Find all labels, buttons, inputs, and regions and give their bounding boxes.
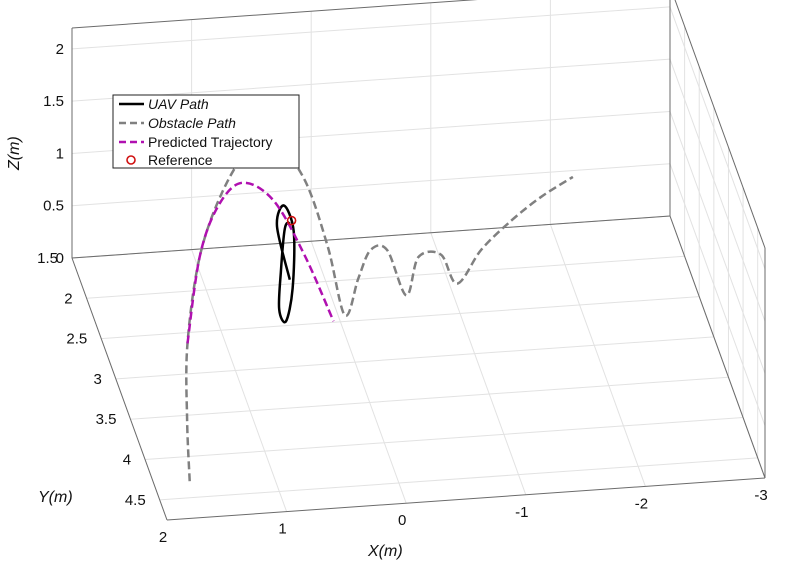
z-tick-label-3: 1.5 [43,93,64,110]
y-tick-label-3: 3 [94,371,102,388]
edge-floor-left [71,257,168,521]
series-point-reference-0 [286,215,297,226]
floor-grid-y-1 [86,255,685,299]
back-grid-z-3 [71,58,671,102]
legend-label-reference: Reference [148,152,213,168]
floor-grid-x-3 [430,232,527,495]
floor-grid-x-2 [310,241,407,504]
edge-back-bottom [71,215,671,259]
floor-grid-y-4 [130,376,729,420]
legend: UAV Path Obstacle Path Predicted Traject… [112,94,300,169]
x-tick-label-2: 0 [398,512,406,529]
side-wall [670,0,765,478]
series-layer [185,139,574,482]
side-grid-z-4 [669,6,766,270]
side-grid-z-3 [669,59,766,322]
x-tick-label-5: -3 [754,487,767,504]
back-grid-z-4 [71,6,671,50]
floor-grid-x-4 [549,224,646,487]
z-axis-label: Z(m) [6,136,23,171]
y-tick-label-6: 4.5 [125,492,146,509]
floor-grid-y-6 [159,457,758,501]
edge-floor-front [166,477,766,521]
tick-labels: 2 1 0 -1 -2 -3 1.5 2 2.5 3 3.5 4 4.5 0 0.5 1 1.5 2 [37,41,768,546]
y-axis-label: Y(m) [38,489,73,506]
side-grid-z-2 [669,111,766,374]
floor-grid-y-3 [115,336,714,380]
axes-frame [71,0,766,521]
legend-swatch-reference [126,155,136,165]
y-tick-label-2: 2.5 [66,331,87,348]
edge-side-top [674,0,766,249]
edge-floor-right [669,215,766,479]
back-grid-z-1 [71,163,671,207]
z-tick-label-0: 0 [56,250,64,267]
legend-label-predicted-trajectory: Predicted Trajectory [148,134,273,150]
edge-back-top [71,0,478,29]
side-grid-z-1 [669,163,766,426]
y-tick-label-1: 2 [64,290,72,307]
x-tick-label-3: -1 [515,504,528,521]
x-tick-label-4: -2 [635,495,648,512]
axes-panels [72,0,765,478]
x-tick-label-1: 1 [278,521,286,538]
series-line-predicted-trajectory [186,181,335,344]
y-tick-label-0: 1.5 [37,250,58,267]
y-tick-label-4: 3.5 [96,411,117,428]
floor-grid-x-1 [191,249,288,512]
z-tick-label-4: 2 [56,41,64,58]
z-tick-label-2: 1 [56,145,64,162]
legend-label-obstacle-path: Obstacle Path [148,115,236,131]
z-tick-label-1: 0.5 [43,198,64,215]
floor-grid-y-5 [145,417,744,461]
x-tick-label-0: 2 [159,529,167,546]
floor-grid-y-2 [101,296,700,340]
y-tick-label-5: 4 [123,452,131,469]
series-line-uav-path [275,204,296,324]
legend-label-uav-path: UAV Path [148,96,209,112]
x-axis-label: X(m) [367,543,403,560]
legend-box [112,94,300,169]
